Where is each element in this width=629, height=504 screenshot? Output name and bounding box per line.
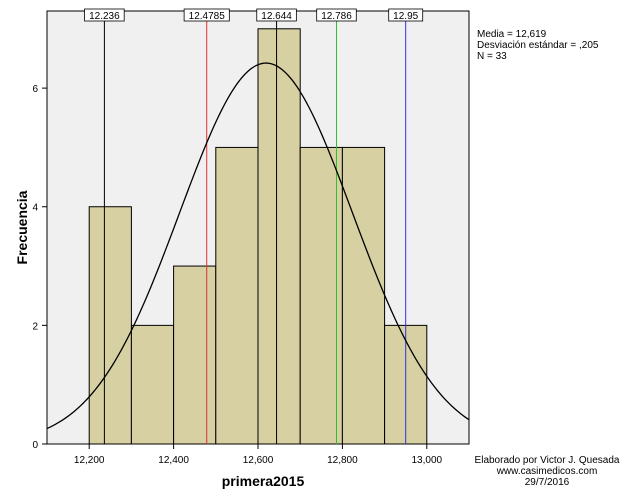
reference-label-5: 12.95: [393, 11, 418, 22]
y-tick-label-3: 4: [32, 203, 38, 214]
reference-label-box-2: [183, 8, 230, 22]
reference-label-2: 12.4785: [189, 11, 226, 22]
histogram-bar-7: [341, 146, 386, 445]
n-stat: N = 33: [477, 51, 507, 62]
y-tick-label-4: 6: [32, 84, 38, 95]
mean-stat: Media = 12,619: [477, 29, 547, 40]
histogram-bar-2: [130, 324, 175, 445]
histogram-bar-1: [88, 206, 132, 445]
x-axis-label: primera2015: [222, 473, 305, 489]
credit-note: Elaborado por Victor J. Quesada www.casi…: [466, 455, 628, 488]
stats-box: Media = 12,619 Desviación estándar = ,20…: [477, 29, 598, 62]
reference-label-box-4: [316, 8, 357, 22]
reference-label-box-3: [256, 8, 297, 22]
x-tick-label-5: 13,000: [412, 455, 443, 466]
normal-curve: [46, 62, 470, 430]
y-axis-label: Frecuencia: [14, 190, 30, 264]
y-tick-label-2: 2: [32, 321, 38, 332]
x-tick-label-4: 12,800: [327, 455, 358, 466]
x-tick-label-3: 12,600: [243, 455, 274, 466]
reference-label-box-5: [388, 8, 424, 22]
histogram-bar-3: [173, 265, 217, 445]
x-tick-label-1: 12,200: [74, 455, 105, 466]
credit-site: www.casimedicos.com: [496, 466, 598, 477]
reference-label-4: 12.786: [321, 11, 352, 22]
x-tick-label-2: 12,400: [158, 455, 189, 466]
histogram-bar-4: [215, 146, 259, 445]
histogram-bar-5: [257, 28, 301, 445]
sd-stat: Desviación estándar = ,205: [477, 40, 599, 51]
reference-label-3: 12.644: [261, 11, 292, 22]
reference-label-1: 12.236: [89, 11, 120, 22]
credit-author: Elaborado por Victor J. Quesada: [474, 455, 620, 466]
histogram-bar-6: [299, 146, 343, 445]
y-tick-label-1: 0: [32, 440, 38, 451]
reference-label-box-1: [84, 8, 125, 22]
credit-date: 29/7/2016: [524, 477, 570, 488]
